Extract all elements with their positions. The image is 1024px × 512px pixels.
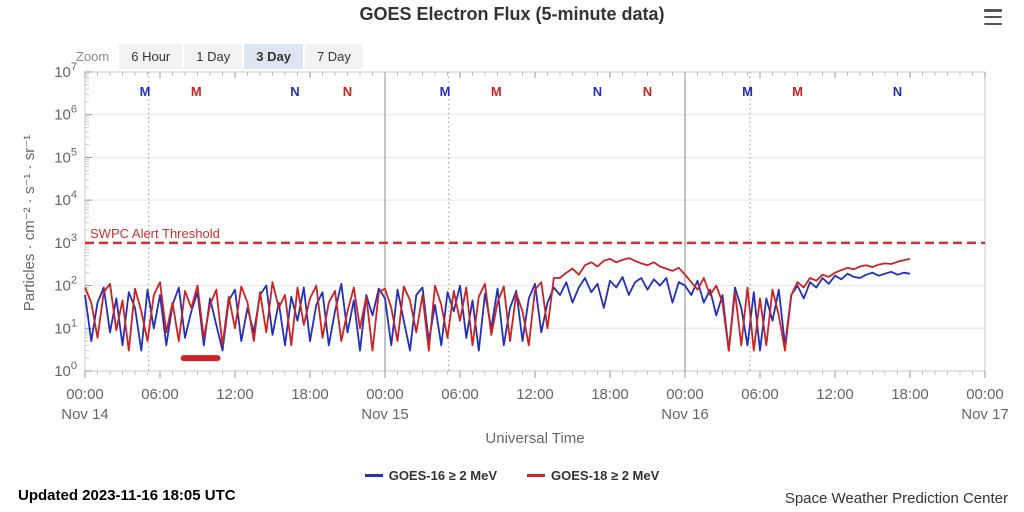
y-axis-title: Particles · cm⁻² · s⁻¹ · sr⁻¹ <box>21 134 38 312</box>
zoom-button-6hour[interactable]: 6 Hour <box>119 44 183 69</box>
svg-text:N: N <box>893 84 902 99</box>
svg-text:103: 103 <box>54 232 77 252</box>
legend-label-goes16: GOES-16 ≥ 2 MeV <box>388 468 497 483</box>
x-axis-title: Universal Time <box>485 430 585 447</box>
svg-text:N: N <box>290 84 299 99</box>
zoom-button-7day[interactable]: 7 Day <box>304 44 363 69</box>
series-line-goes16 <box>84 270 911 352</box>
svg-text:M: M <box>440 84 451 99</box>
svg-text:00:00: 00:00 <box>66 386 104 403</box>
swpc-alert-threshold: SWPC Alert Threshold <box>85 226 985 245</box>
svg-text:18:00: 18:00 <box>291 386 329 403</box>
zoom-toolbar-label: Zoom <box>76 49 110 64</box>
page-title: GOES Electron Flux (5-minute data) <box>359 4 665 24</box>
svg-text:104: 104 <box>54 189 77 209</box>
svg-text:12:00: 12:00 <box>816 386 854 403</box>
x-axis-labels: 00:00 06:00 12:00 18:00 00:00 06:00 12:00 18:00… <box>61 386 1009 423</box>
svg-text:106: 106 <box>54 104 77 124</box>
svg-text:Nov 17: Nov 17 <box>961 406 1009 423</box>
svg-text:06:00: 06:00 <box>741 386 779 403</box>
goes16-line-swatch <box>364 474 383 477</box>
electron-flux-chart[interactable]: 00:00 06:00 12:00 18:00 00:00 06:00 12:00 18:00… <box>0 0 1024 428</box>
y-axis-ticks: 100 101 102 103 104 105 106 107 <box>54 61 92 380</box>
svg-text:18:00: 18:00 <box>591 386 629 403</box>
svg-text:105: 105 <box>54 146 77 166</box>
svg-text:101: 101 <box>54 317 77 337</box>
svg-text:M: M <box>491 84 502 99</box>
series-line-goes18 <box>84 257 911 352</box>
goes18-line-swatch <box>527 474 545 477</box>
svg-text:N: N <box>593 84 602 99</box>
svg-text:Nov 15: Nov 15 <box>361 406 409 423</box>
hamburger-menu-icon[interactable] <box>984 7 1002 27</box>
svg-text:06:00: 06:00 <box>441 386 479 403</box>
svg-text:00:00: 00:00 <box>666 386 704 403</box>
svg-text:SWPC Alert Threshold: SWPC Alert Threshold <box>90 226 220 241</box>
svg-text:Nov 16: Nov 16 <box>661 406 709 423</box>
x-axis-ticks <box>84 72 986 378</box>
zoom-button-3day[interactable]: 3 Day <box>244 44 303 69</box>
updated-timestamp: Updated 2023-11-16 18:05 UTC <box>18 487 236 504</box>
legend-label-goes18: GOES-18 ≥ 2 MeV <box>551 468 660 483</box>
svg-text:M: M <box>792 84 803 99</box>
source-credit: Space Weather Prediction Center <box>784 490 1008 507</box>
svg-text:100: 100 <box>54 360 77 380</box>
svg-text:N: N <box>643 84 652 99</box>
svg-text:107: 107 <box>54 61 77 81</box>
chart-legend: GOES-16 ≥ 2 MeV GOES-18 ≥ 2 MeV <box>0 468 1024 483</box>
legend-item-goes18[interactable]: GOES-18 ≥ 2 MeV <box>527 468 659 483</box>
day-separator-lines <box>384 72 686 371</box>
svg-text:M: M <box>140 84 151 99</box>
zoom-button-1day[interactable]: 1 Day <box>184 44 243 69</box>
zoom-toolbar: Zoom 6 Hour 1 Day 3 Day 7 Day <box>76 44 365 69</box>
svg-text:12:00: 12:00 <box>516 386 554 403</box>
svg-text:12:00: 12:00 <box>216 386 254 403</box>
svg-text:00:00: 00:00 <box>366 386 404 403</box>
svg-text:M: M <box>191 84 202 99</box>
satellite-midnight-lines <box>148 72 751 371</box>
svg-text:18:00: 18:00 <box>891 386 929 403</box>
svg-text:06:00: 06:00 <box>141 386 179 403</box>
svg-text:N: N <box>343 84 352 99</box>
svg-text:00:00: 00:00 <box>966 386 1004 403</box>
svg-text:M: M <box>742 84 753 99</box>
legend-item-goes16[interactable]: GOES-16 ≥ 2 MeV <box>364 468 497 483</box>
svg-text:102: 102 <box>54 275 77 295</box>
svg-text:Nov 14: Nov 14 <box>61 406 109 423</box>
